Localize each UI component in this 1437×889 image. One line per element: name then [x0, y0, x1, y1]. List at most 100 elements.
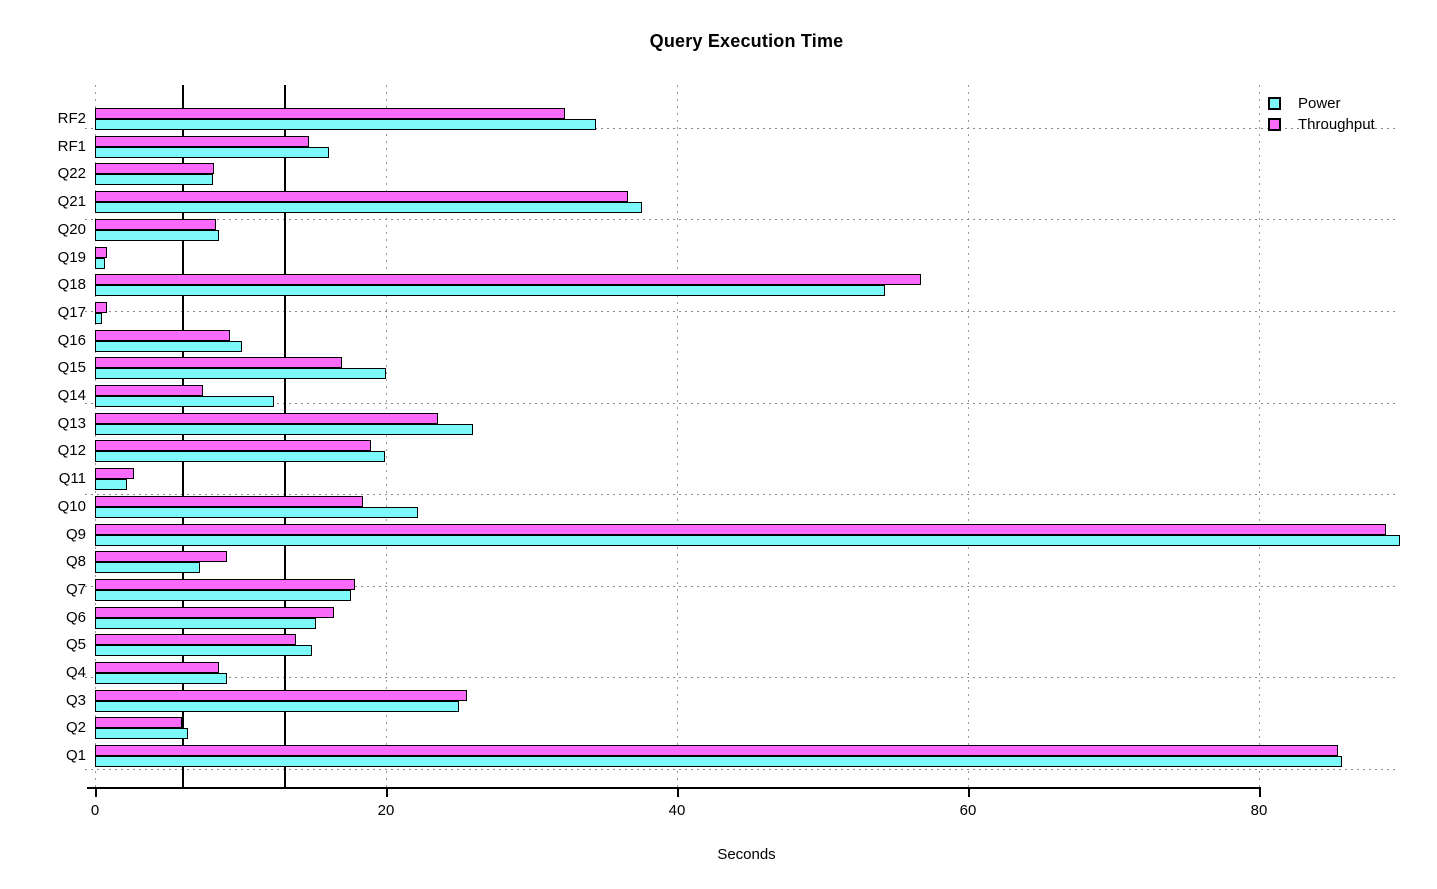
category-label-q3: Q3	[65, 691, 86, 709]
gridline-vertical-20	[386, 85, 387, 788]
bar-rf2-power	[95, 119, 596, 130]
x-axis-title: Seconds	[717, 846, 776, 863]
bar-q22-throughput	[95, 163, 214, 175]
reference-line-13s	[284, 85, 286, 788]
legend: Power Throughput	[1268, 93, 1375, 135]
category-label-q2: Q2	[65, 719, 86, 737]
category-label-q8: Q8	[65, 553, 86, 571]
chart-title: Query Execution Time	[649, 31, 844, 51]
category-label-q17: Q17	[57, 303, 86, 321]
bar-q7-throughput	[95, 578, 355, 590]
bar-q12-throughput	[95, 440, 371, 452]
gridline-vertical-60	[968, 85, 969, 788]
gridline-vertical-80	[1259, 85, 1260, 788]
gridline-horizontal-4	[85, 494, 1398, 495]
bar-q8-throughput	[95, 551, 227, 563]
category-label-rf1: RF1	[57, 137, 86, 155]
bar-q2-power	[95, 728, 188, 740]
category-label-q11: Q11	[58, 470, 86, 488]
category-label-q22: Q22	[57, 165, 86, 183]
bar-q6-throughput	[95, 606, 334, 618]
gridline-horizontal-6	[85, 677, 1398, 678]
bar-q19-throughput	[95, 246, 107, 258]
category-label-q19: Q19	[57, 248, 86, 266]
category-label-q16: Q16	[57, 331, 86, 349]
category-label-q12: Q12	[57, 442, 86, 460]
bar-q13-power	[95, 423, 473, 435]
category-label-q5: Q5	[65, 636, 86, 654]
bar-q15-throughput	[95, 357, 342, 369]
bar-rf1-throughput	[95, 135, 309, 147]
category-label-rf2: RF2	[57, 110, 86, 127]
gridline-vertical-0	[95, 85, 96, 788]
category-label-q9: Q9	[65, 525, 86, 543]
category-label-q6: Q6	[65, 608, 86, 626]
category-label-q13: Q13	[57, 414, 86, 432]
bar-q20-throughput	[95, 218, 216, 230]
bar-q9-power	[95, 534, 1400, 546]
bar-q4-throughput	[95, 662, 219, 673]
plot-area	[85, 85, 1400, 788]
bar-rf1-power	[95, 146, 329, 158]
legend-entry-throughput: Throughput	[1268, 114, 1375, 135]
throughput-swatch-icon	[1268, 118, 1281, 131]
bar-q3-power	[95, 700, 459, 712]
bar-q9-throughput	[95, 523, 1386, 535]
category-label-q7: Q7	[65, 580, 86, 598]
bar-q15-power	[95, 368, 386, 380]
bar-q6-power	[95, 617, 316, 629]
bar-q2-throughput	[95, 717, 182, 729]
x-tick-label-40: 40	[668, 802, 686, 819]
legend-label-throughput: Throughput	[1298, 116, 1375, 133]
category-label-q10: Q10	[57, 497, 86, 515]
x-tick-20	[386, 789, 388, 797]
bar-q14-throughput	[95, 385, 203, 396]
bar-q11-power	[95, 479, 127, 491]
legend-entry-power: Power	[1268, 93, 1375, 114]
category-label-q15: Q15	[57, 359, 86, 377]
gridline-horizontal-7	[85, 769, 1398, 770]
bar-q10-throughput	[95, 495, 363, 507]
legend-label-power: Power	[1298, 95, 1341, 112]
bar-q10-power	[95, 506, 418, 518]
bar-q7-power	[95, 589, 351, 601]
category-label-q4: Q4	[65, 664, 86, 681]
bar-q1-throughput	[95, 745, 1338, 757]
x-tick-label-0: 0	[90, 802, 100, 819]
power-swatch-icon	[1268, 97, 1281, 110]
bar-q18-power	[95, 285, 885, 297]
gridline-horizontal-3	[85, 403, 1398, 404]
x-tick-label-60: 60	[959, 802, 977, 819]
x-tick-0	[95, 789, 97, 797]
category-label-q18: Q18	[57, 276, 86, 294]
bar-q3-throughput	[95, 689, 467, 701]
gridline-horizontal-1	[85, 219, 1398, 220]
gridline-horizontal-0	[85, 128, 1398, 129]
reference-line-6s	[182, 85, 184, 788]
x-tick-80	[1259, 789, 1261, 797]
x-tick-label-20: 20	[377, 802, 395, 819]
x-tick-40	[677, 789, 679, 797]
x-tick-label-80: 80	[1250, 802, 1268, 819]
bar-q5-throughput	[95, 634, 296, 646]
bar-q16-throughput	[95, 329, 230, 341]
bar-q21-throughput	[95, 191, 628, 203]
category-label-q20: Q20	[57, 220, 86, 238]
bar-q20-power	[95, 229, 219, 241]
gridline-vertical-40	[677, 85, 678, 788]
gridline-horizontal-2	[85, 311, 1398, 312]
bar-q8-power	[95, 562, 200, 574]
bar-q4-power	[95, 673, 227, 684]
category-label-q1: Q1	[65, 747, 86, 765]
bar-q13-throughput	[95, 412, 438, 424]
bar-q17-power	[95, 312, 102, 324]
bar-q16-power	[95, 340, 242, 352]
gridline-horizontal-5	[85, 586, 1398, 587]
bar-q18-throughput	[95, 274, 921, 286]
bar-rf2-throughput	[95, 108, 565, 119]
bar-q11-throughput	[95, 468, 134, 480]
bar-q12-power	[95, 451, 385, 463]
bar-q5-power	[95, 645, 312, 657]
bar-q22-power	[95, 174, 213, 186]
